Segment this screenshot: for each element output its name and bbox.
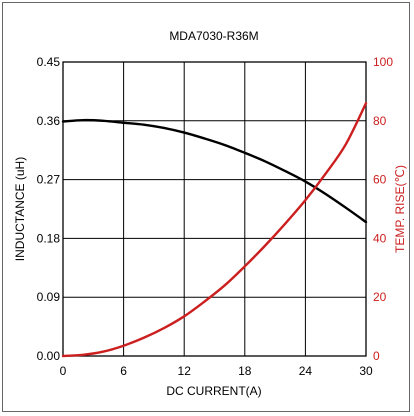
- right-y-tick-label: 80: [373, 114, 387, 128]
- right-y-tick-labels: 0 20 40 60 80 100: [373, 55, 393, 363]
- left-y-tick-label: 0.18: [37, 231, 61, 245]
- left-y-tick-label: 0.00: [37, 349, 61, 363]
- right-y-axis-label: TEMP. RISE(℃): [393, 165, 407, 253]
- x-tick-label: 6: [120, 364, 127, 378]
- grid-lines: [63, 62, 366, 356]
- plot-border: [63, 62, 366, 356]
- x-tick-label: 30: [359, 364, 373, 378]
- left-y-tick-label: 0.45: [37, 55, 61, 69]
- series-lines: [63, 103, 366, 356]
- left-y-tick-label: 0.27: [37, 173, 61, 187]
- x-tick-label: 24: [299, 364, 313, 378]
- inductance-line: [63, 120, 366, 222]
- x-tick-labels: 0 6 12 18 24 30: [60, 364, 373, 378]
- x-tick-label: 12: [178, 364, 192, 378]
- right-y-tick-label: 60: [373, 173, 387, 187]
- left-y-tick-label: 0.36: [37, 114, 61, 128]
- left-y-axis-label: INDUCTANCE (uH): [13, 157, 27, 261]
- left-y-tick-labels: 0.00 0.09 0.18 0.27 0.36 0.45: [37, 55, 61, 363]
- right-y-tick-label: 0: [373, 349, 380, 363]
- x-axis-label: DC CURRENT(A): [166, 384, 261, 398]
- right-y-tick-label: 40: [373, 231, 387, 245]
- chart-title: MDA7030-R36M: [169, 29, 258, 43]
- left-y-tick-label: 0.09: [37, 290, 61, 304]
- right-y-tick-label: 20: [373, 290, 387, 304]
- right-y-tick-label: 100: [373, 55, 393, 69]
- x-tick-label: 18: [238, 364, 252, 378]
- x-tick-label: 0: [60, 364, 67, 378]
